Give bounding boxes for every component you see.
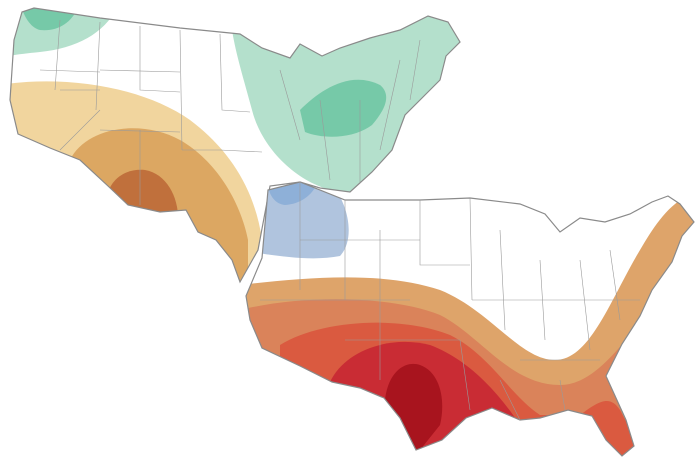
plains-blue-dark (268, 182, 318, 205)
lower-map-state-borders (260, 182, 640, 421)
northwest-green-dark (20, 8, 80, 31)
great-lakes-green-dark (300, 79, 387, 137)
upper-map-outline (9, 7, 461, 284)
lower-map (245, 181, 695, 457)
lower-map-outline (245, 181, 695, 457)
upper-map-state-borders (39, 19, 421, 205)
